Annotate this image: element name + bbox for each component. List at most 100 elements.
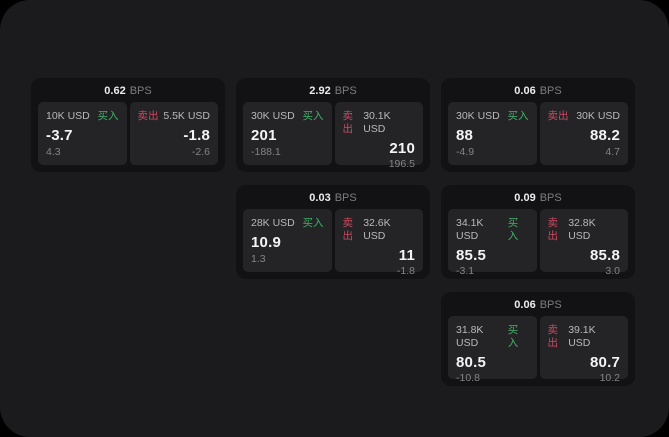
quote-panels: 30K USD 买入 88 -4.9 卖出 30K USD 88.2 4.7: [448, 102, 628, 165]
sell-quote-panel[interactable]: 卖出 30.1K USD 210 196.5: [334, 102, 423, 170]
sell-delta: -2.6: [191, 146, 210, 158]
sell-side-label: 卖出: [342, 110, 354, 135]
buy-side-label: 买入: [507, 217, 519, 242]
buy-amount: 34.1K USD: [456, 217, 484, 242]
buy-price: 88: [456, 127, 474, 144]
sell-panel-top: 卖出 32.6K USD: [343, 217, 416, 243]
quote-panels: 30K USD 买入 201 -188.1 卖出 30.1K USD 210 1…: [243, 102, 423, 170]
buy-delta: -188.1: [251, 146, 281, 158]
buy-side-label: 买入: [302, 110, 324, 122]
bps-unit-label: BPS: [334, 192, 357, 204]
sell-delta: 10.2: [599, 372, 620, 384]
bps-value: 0.03: [309, 192, 331, 204]
bps-value: 2.92: [309, 85, 331, 97]
buy-quote-panel[interactable]: 28K USD 买入 10.9 1.3: [243, 209, 332, 272]
quote-panels: 34.1K USD 买入 85.5 -3.1 卖出 32.8K USD 85.8…: [448, 209, 628, 277]
bps-unit-label: BPS: [539, 192, 562, 204]
buy-amount: 31.8K USD: [456, 324, 484, 349]
sell-price: 210: [389, 140, 415, 157]
bps-unit-label: BPS: [129, 85, 152, 97]
buy-side-label: 买入: [507, 324, 519, 349]
sell-price: 11: [398, 247, 415, 264]
buy-quote-panel[interactable]: 30K USD 买入 201 -188.1: [243, 102, 332, 165]
sell-amount: 5.5K USD: [163, 110, 210, 122]
buy-panel-top: 34.1K USD 买入: [456, 217, 529, 243]
bps-unit-label: BPS: [539, 299, 562, 311]
buy-delta: -4.9: [456, 146, 475, 158]
buy-price: 201: [251, 127, 277, 144]
quote-panels: 31.8K USD 买入 80.5 -10.8 卖出 39.1K USD 80.…: [448, 316, 628, 384]
buy-amount: 28K USD: [251, 217, 295, 229]
sell-amount: 32.6K USD: [363, 217, 391, 242]
buy-price: 80.5: [456, 354, 486, 371]
bps-header: 2.92 BPS: [243, 84, 423, 98]
sell-side-label: 卖出: [547, 324, 559, 349]
quote-card: 0.06 BPS 31.8K USD 买入 80.5 -10.8 卖出 39.1K…: [441, 292, 635, 386]
bps-value: 0.09: [514, 192, 536, 204]
sell-side-label: 卖出: [547, 217, 559, 242]
quote-card: 0.62 BPS 10K USD 买入 -3.7 4.3 卖出 5.5K USD: [31, 78, 225, 172]
sell-side-label: 卖出: [137, 110, 159, 122]
buy-quote-panel[interactable]: 30K USD 买入 88 -4.9: [448, 102, 537, 165]
bps-unit-label: BPS: [334, 85, 357, 97]
bps-header: 0.62 BPS: [38, 84, 218, 98]
sell-quote-panel[interactable]: 卖出 32.8K USD 85.8 3.0: [539, 209, 628, 277]
buy-delta: 4.3: [46, 146, 61, 158]
bps-unit-label: BPS: [539, 85, 562, 97]
sell-panel-top: 卖出 30.1K USD: [343, 110, 416, 136]
sell-price: 80.7: [590, 354, 620, 371]
sell-quote-panel[interactable]: 卖出 32.6K USD 11 -1.8: [334, 209, 423, 277]
bps-header: 0.06 BPS: [448, 84, 628, 98]
sell-panel-top: 卖出 32.8K USD: [548, 217, 621, 243]
buy-amount: 30K USD: [251, 110, 295, 122]
sell-delta: 3.0: [605, 265, 620, 277]
sell-price: 88.2: [590, 127, 620, 144]
bps-value: 0.62: [104, 85, 126, 97]
quote-card-grid: 0.62 BPS 10K USD 买入 -3.7 4.3 卖出 5.5K USD: [31, 78, 635, 386]
buy-price: 85.5: [456, 247, 486, 264]
buy-panel-top: 30K USD 买入: [456, 110, 529, 123]
buy-quote-panel[interactable]: 31.8K USD 买入 80.5 -10.8: [448, 316, 537, 384]
sell-panel-top: 卖出 39.1K USD: [548, 324, 621, 350]
sell-delta: -1.8: [396, 265, 415, 277]
sell-quote-panel[interactable]: 卖出 39.1K USD 80.7 10.2: [539, 316, 628, 384]
sell-amount: 30.1K USD: [363, 110, 391, 135]
sell-panel-top: 卖出 30K USD: [548, 110, 621, 123]
buy-delta: -10.8: [456, 372, 480, 384]
sell-amount: 32.8K USD: [568, 217, 596, 242]
sell-delta: 196.5: [388, 158, 415, 170]
sell-panel-top: 卖出 5.5K USD: [138, 110, 211, 123]
quote-card: 0.06 BPS 30K USD 买入 88 -4.9 卖出 30K USD: [441, 78, 635, 172]
buy-price: -3.7: [46, 127, 73, 144]
sell-delta: 4.7: [605, 146, 620, 158]
buy-price: 10.9: [251, 234, 281, 251]
buy-amount: 10K USD: [46, 110, 90, 122]
sell-price: -1.8: [183, 127, 210, 144]
buy-delta: -3.1: [456, 265, 475, 277]
buy-amount: 30K USD: [456, 110, 500, 122]
buy-quote-panel[interactable]: 10K USD 买入 -3.7 4.3: [38, 102, 127, 165]
sell-quote-panel[interactable]: 卖出 5.5K USD -1.8 -2.6: [129, 102, 218, 165]
sell-side-label: 卖出: [547, 110, 569, 122]
sell-quote-panel[interactable]: 卖出 30K USD 88.2 4.7: [539, 102, 628, 165]
sell-amount: 39.1K USD: [568, 324, 596, 349]
buy-side-label: 买入: [507, 110, 529, 122]
quote-panels: 28K USD 买入 10.9 1.3 卖出 32.6K USD 11 -1.8: [243, 209, 423, 277]
buy-panel-top: 31.8K USD 买入: [456, 324, 529, 350]
quote-card: 0.03 BPS 28K USD 买入 10.9 1.3 卖出 32.6K USD: [236, 185, 430, 279]
buy-panel-top: 28K USD 买入: [251, 217, 324, 230]
bps-header: 0.03 BPS: [243, 191, 423, 205]
bps-value: 0.06: [514, 299, 536, 311]
bps-header: 0.06 BPS: [448, 298, 628, 312]
sell-price: 85.8: [590, 247, 620, 264]
quote-panels: 10K USD 买入 -3.7 4.3 卖出 5.5K USD -1.8 -2.…: [38, 102, 218, 165]
buy-side-label: 买入: [97, 110, 119, 122]
quote-card: 0.09 BPS 34.1K USD 买入 85.5 -3.1 卖出 32.8K …: [441, 185, 635, 279]
sell-side-label: 卖出: [342, 217, 354, 242]
buy-panel-top: 30K USD 买入: [251, 110, 324, 123]
buy-delta: 1.3: [251, 253, 266, 265]
quote-card: 2.92 BPS 30K USD 买入 201 -188.1 卖出 30.1K U…: [236, 78, 430, 172]
buy-quote-panel[interactable]: 34.1K USD 买入 85.5 -3.1: [448, 209, 537, 277]
sell-amount: 30K USD: [576, 110, 620, 122]
